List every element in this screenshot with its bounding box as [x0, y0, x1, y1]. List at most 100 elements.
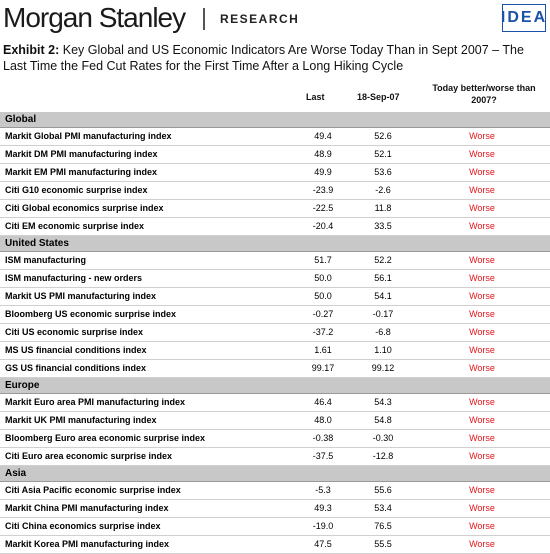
- sep07-value: 56.1: [374, 273, 392, 283]
- status-value: Worse: [469, 363, 495, 373]
- column-header-sep07: 18-Sep-07: [357, 92, 400, 102]
- last-value: -37.2: [312, 327, 334, 337]
- indicator-name: Citi Euro area economic surprise index: [5, 451, 173, 461]
- section-header: Asia: [0, 466, 550, 482]
- indicator-name: Markit China PMI manufacturing index: [5, 503, 169, 513]
- table-row: Citi Euro area economic surprise index -3…: [0, 448, 550, 466]
- table-row: ISM manufacturing 51.7 52.2 Worse: [0, 252, 550, 270]
- last-value: 1.61: [314, 345, 332, 355]
- last-value: -5.3: [315, 485, 331, 495]
- table-row: Markit Euro area PMI manufacturing index…: [0, 394, 550, 412]
- last-value: 47.5: [314, 539, 332, 549]
- indicator-name: Citi US economic surprise index: [5, 327, 144, 337]
- table-row: Citi China economics surprise index -19.0…: [0, 518, 550, 536]
- status-value: Worse: [469, 131, 495, 141]
- last-value: 49.4: [314, 131, 332, 141]
- indicator-name: Citi G10 economic surprise index: [5, 185, 148, 195]
- exhibit-title: Exhibit 2: Key Global and US Economic In…: [3, 42, 543, 74]
- table-row: Citi Global economics surprise index -22.…: [0, 200, 550, 218]
- last-value: -0.27: [312, 309, 334, 319]
- sep07-value: 54.8: [374, 415, 392, 425]
- indicator-name: Citi Asia Pacific economic surprise inde…: [5, 485, 181, 495]
- sep07-value: 99.12: [371, 363, 395, 373]
- status-value: Worse: [469, 415, 495, 425]
- last-value: 46.4: [314, 397, 332, 407]
- indicator-name: Markit EM PMI manufacturing index: [5, 167, 158, 177]
- indicator-table: Global Markit Global PMI manufacturing in…: [0, 112, 550, 554]
- idea-badge: IDEA: [501, 4, 546, 32]
- table-row: Citi G10 economic surprise index -23.9 -2.…: [0, 182, 550, 200]
- sep07-value: 53.6: [374, 167, 392, 177]
- section-header: Global: [0, 112, 550, 128]
- sep07-value: 52.1: [374, 149, 392, 159]
- indicator-name: Markit UK PMI manufacturing index: [5, 415, 157, 425]
- status-value: Worse: [469, 185, 495, 195]
- table-row: Markit DM PMI manufacturing index 48.9 52.…: [0, 146, 550, 164]
- indicator-name: Citi China economics surprise index: [5, 521, 161, 531]
- sep07-value: 55.6: [374, 485, 392, 495]
- section-header: Europe: [0, 378, 550, 394]
- status-value: Worse: [469, 291, 495, 301]
- indicator-name: Markit US PMI manufacturing index: [5, 291, 157, 301]
- last-value: -23.9: [312, 185, 334, 195]
- exhibit-label: Exhibit 2:: [3, 43, 60, 57]
- indicator-name: ISM manufacturing - new orders: [5, 273, 143, 283]
- indicator-name: Markit Euro area PMI manufacturing index: [5, 397, 186, 407]
- table-row: Bloomberg US economic surprise index -0.2…: [0, 306, 550, 324]
- sep07-value: 55.5: [374, 539, 392, 549]
- last-value: -19.0: [312, 521, 334, 531]
- sep07-value: 1.10: [374, 345, 392, 355]
- indicator-name: Markit Global PMI manufacturing index: [5, 131, 172, 141]
- sep07-value: 11.8: [374, 203, 392, 213]
- sep07-value: -6.8: [375, 327, 391, 337]
- status-value: Worse: [469, 503, 495, 513]
- status-value: Worse: [469, 327, 495, 337]
- page-header: Morgan Stanley RESEARCH IDEA: [0, 0, 550, 36]
- status-value: Worse: [469, 309, 495, 319]
- section-header: United States: [0, 236, 550, 252]
- table-row: GS US financial conditions index 99.17 99.…: [0, 360, 550, 378]
- sep07-value: -0.17: [372, 309, 394, 319]
- table-row: Bloomberg Euro area economic surprise in…: [0, 430, 550, 448]
- last-value: -0.38: [312, 433, 334, 443]
- status-value: Worse: [469, 221, 495, 231]
- status-value: Worse: [469, 539, 495, 549]
- brand-logo: Morgan Stanley: [3, 2, 186, 33]
- indicator-name: MS US financial conditions index: [5, 345, 147, 355]
- last-value: 50.0: [314, 291, 332, 301]
- table-row: Markit Global PMI manufacturing index 49.…: [0, 128, 550, 146]
- last-value: 48.0: [314, 415, 332, 425]
- last-value: 50.0: [314, 273, 332, 283]
- table-row: Markit UK PMI manufacturing index 48.0 54.…: [0, 412, 550, 430]
- sep07-value: 54.1: [374, 291, 392, 301]
- indicator-name: Citi Global economics surprise index: [5, 203, 164, 213]
- last-value: 51.7: [314, 255, 332, 265]
- status-value: Worse: [469, 433, 495, 443]
- status-value: Worse: [469, 345, 495, 355]
- table-row: MS US financial conditions index 1.61 1.10…: [0, 342, 550, 360]
- table-row: Markit US PMI manufacturing index 50.0 54.…: [0, 288, 550, 306]
- last-value: 49.3: [314, 503, 332, 513]
- status-value: Worse: [469, 149, 495, 159]
- sep07-value: 76.5: [374, 521, 392, 531]
- indicator-name: GS US financial conditions index: [5, 363, 147, 373]
- table-row: Markit China PMI manufacturing index 49.3…: [0, 500, 550, 518]
- indicator-name: Bloomberg Euro area economic surprise in…: [5, 433, 206, 443]
- status-value: Worse: [469, 167, 495, 177]
- table-row: Markit EM PMI manufacturing index 49.9 53.…: [0, 164, 550, 182]
- status-value: Worse: [469, 485, 495, 495]
- last-value: -37.5: [312, 451, 334, 461]
- table-row: Markit Korea PMI manufacturing index 47.5…: [0, 536, 550, 554]
- last-value: 99.17: [311, 363, 335, 373]
- column-header-today: Today better/worse than 2007?: [432, 83, 536, 105]
- section-label: RESEARCH: [220, 12, 300, 26]
- sep07-value: 54.3: [374, 397, 392, 407]
- sep07-value: -0.30: [372, 433, 394, 443]
- indicator-name: ISM manufacturing: [5, 255, 87, 265]
- sep07-value: 33.5: [374, 221, 392, 231]
- indicator-name: Citi EM economic surprise index: [5, 221, 145, 231]
- sep07-value: -12.8: [372, 451, 394, 461]
- exhibit-title-text: Key Global and US Economic Indicators Ar…: [3, 43, 524, 73]
- status-value: Worse: [469, 521, 495, 531]
- status-value: Worse: [469, 255, 495, 265]
